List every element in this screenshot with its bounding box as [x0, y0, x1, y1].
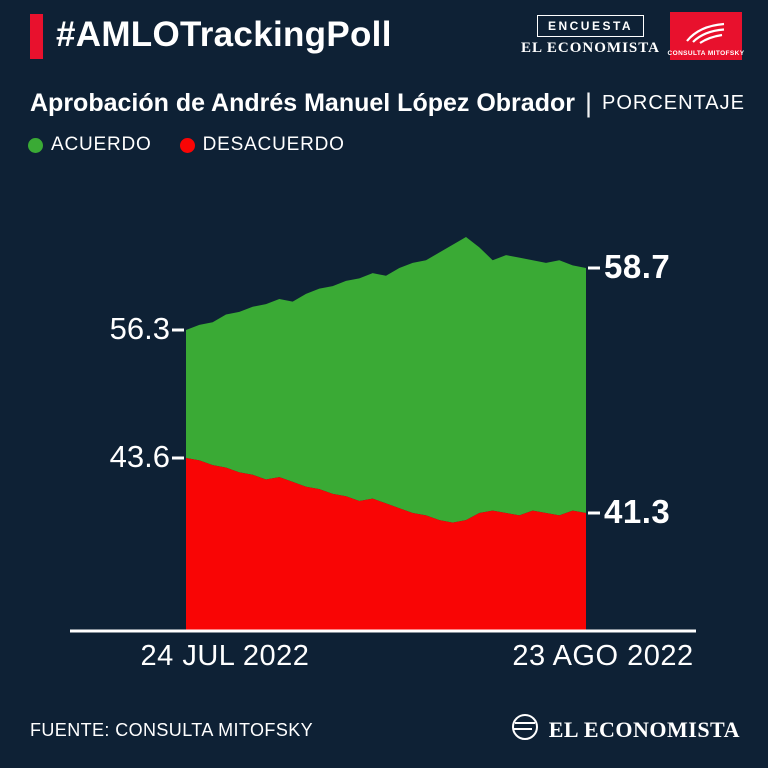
acuerdo-dot-icon [28, 137, 43, 153]
legend-item-acuerdo: ACUERDO [28, 134, 152, 156]
title-unit: PORCENTAJE [601, 92, 745, 114]
header-brand-cluster: ENCUESTA EL ECONOMISTA CONSULTA MITOFSKY [521, 12, 745, 60]
desacuerdo-end-value: 41.3 [604, 493, 671, 530]
legend-label-desacuerdo: DESACUERDO [202, 134, 345, 155]
source-credit: FUENTE: CONSULTA MITOFSKY [30, 720, 314, 740]
desacuerdo-dot-icon [179, 137, 195, 153]
legend-item-desacuerdo: DESACUERDO [179, 134, 345, 156]
economista-masthead: EL ECONOMISTA [521, 40, 660, 56]
chart-title-row: Aprobación de Andrés Manuel López Obrado… [30, 88, 745, 119]
acuerdo-end-value: 58.7 [604, 248, 671, 285]
mitofsky-logo: CONSULTA MITOFSKY [667, 12, 745, 60]
legend: ACUERDO DESACUERDO [28, 134, 345, 156]
mitofsky-bird-icon [684, 21, 728, 50]
desacuerdo-start-value: 43.6 [109, 439, 170, 474]
x-axis-label-start: 24 JUL 2022 [140, 640, 310, 672]
mitofsky-label: CONSULTA MITOFSKY [667, 50, 745, 57]
header-accent-bar [30, 14, 43, 59]
legend-label-acuerdo: ACUERDO [51, 134, 152, 155]
economista-globe-icon [510, 712, 540, 747]
economista-header-block: ENCUESTA EL ECONOMISTA [521, 15, 660, 57]
x-axis-label-end: 23 AGO 2022 [512, 640, 694, 672]
title-separator: | [584, 88, 592, 118]
hashtag-title: #AMLOTrackingPoll [56, 15, 392, 54]
footer-brand-name: EL ECONOMISTA [548, 716, 740, 742]
acuerdo-start-value: 56.3 [109, 311, 170, 346]
chart-title: Aprobación de Andrés Manuel López Obrado… [30, 89, 575, 117]
footer-brand: EL ECONOMISTA [510, 712, 740, 747]
encuesta-badge: ENCUESTA [536, 15, 645, 37]
